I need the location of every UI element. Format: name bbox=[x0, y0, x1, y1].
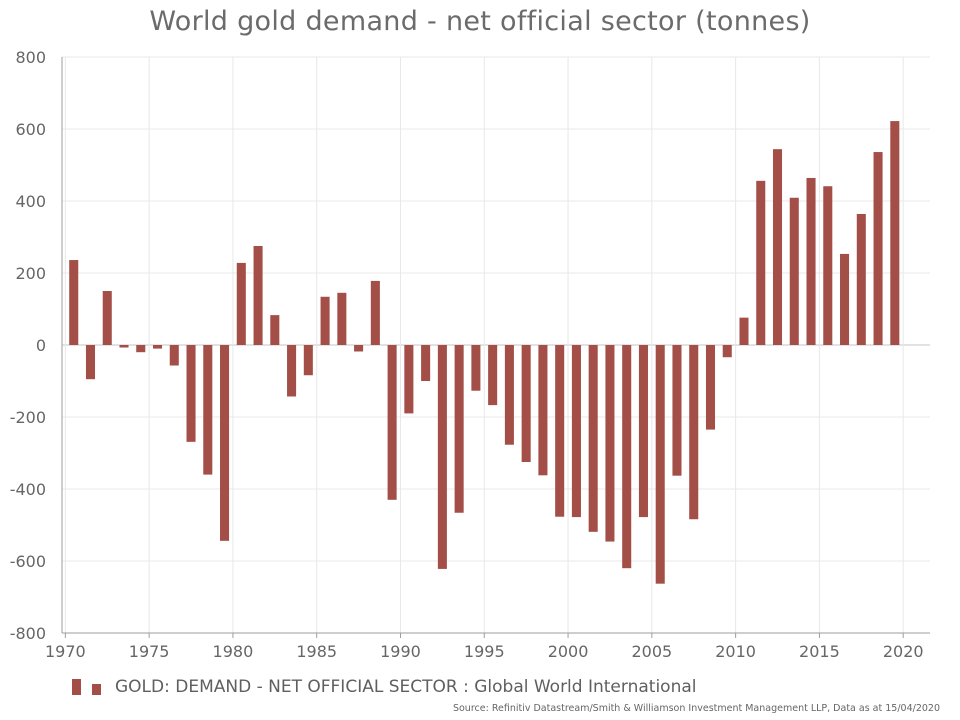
bar-1995 bbox=[488, 345, 498, 406]
bar-1994 bbox=[471, 345, 481, 391]
y-tick-label: 400 bbox=[15, 192, 46, 211]
bar-2009 bbox=[722, 345, 732, 358]
x-tick-label: 1970 bbox=[45, 642, 86, 661]
bar-1976 bbox=[169, 345, 179, 366]
bar-1998 bbox=[538, 345, 548, 476]
bar-1996 bbox=[504, 345, 514, 445]
y-tick-label: -400 bbox=[10, 480, 46, 499]
legend-swatch-small bbox=[92, 684, 101, 695]
bar-1979 bbox=[220, 345, 230, 541]
bar-1987 bbox=[354, 345, 364, 352]
bar-2015 bbox=[823, 186, 833, 345]
bar-2001 bbox=[588, 345, 598, 532]
bar-2006 bbox=[672, 345, 682, 476]
bar-2012 bbox=[772, 149, 783, 345]
y-tick-label: -600 bbox=[10, 552, 46, 571]
x-tick-label: 2000 bbox=[548, 642, 589, 661]
bar-1991 bbox=[421, 345, 431, 381]
x-tick-label: 2015 bbox=[799, 642, 840, 661]
x-tick-label: 2020 bbox=[883, 642, 924, 661]
bar-2019 bbox=[890, 121, 900, 345]
bar-2002 bbox=[605, 345, 615, 542]
bar-2007 bbox=[689, 345, 699, 520]
bar-1972 bbox=[102, 291, 112, 345]
bar-2004 bbox=[638, 345, 648, 518]
legend-swatch-large bbox=[72, 679, 81, 695]
bar-2011 bbox=[756, 180, 766, 345]
y-tick-label: -800 bbox=[10, 624, 46, 643]
x-tick-label: 1975 bbox=[129, 642, 170, 661]
bar-1990 bbox=[404, 345, 414, 414]
x-axis-tick-labels: 1970 1975 1980 1985 1990 1995 2000 2005 2010 2015… bbox=[45, 642, 924, 661]
bar-2017 bbox=[856, 213, 866, 345]
bar-2005 bbox=[655, 345, 665, 584]
legend: GOLD: DEMAND - NET OFFICIAL SECTOR : Glo… bbox=[72, 676, 696, 698]
y-tick-label: 200 bbox=[15, 264, 46, 283]
bar-2010 bbox=[739, 317, 749, 345]
bar-2016 bbox=[840, 253, 850, 345]
bar-1982 bbox=[270, 315, 280, 345]
y-tick-label: 0 bbox=[36, 336, 46, 355]
bar-1970 bbox=[69, 260, 79, 345]
y-tick-label: 800 bbox=[15, 48, 46, 67]
bar-2008 bbox=[705, 345, 716, 430]
bar-1983 bbox=[287, 345, 297, 397]
bar-1978 bbox=[203, 345, 213, 475]
bar-series bbox=[69, 121, 900, 584]
bar-2018 bbox=[873, 152, 883, 345]
x-tick-label: 2010 bbox=[715, 642, 756, 661]
bar-1985 bbox=[320, 296, 330, 345]
source-note: Source: Refinitiv Datastream/Smith & Wil… bbox=[452, 703, 940, 714]
bar-1999 bbox=[555, 345, 565, 517]
chart-title: World gold demand - net official sector … bbox=[149, 6, 811, 37]
x-tick-label: 2005 bbox=[631, 642, 672, 661]
axes bbox=[61, 57, 930, 638]
y-tick-label: 600 bbox=[15, 120, 46, 139]
bar-1997 bbox=[521, 345, 531, 462]
x-tick-label: 1990 bbox=[380, 642, 421, 661]
bar-1984 bbox=[303, 345, 313, 376]
x-tick-label: 1995 bbox=[464, 642, 505, 661]
bar-1974 bbox=[136, 345, 146, 353]
bar-1975 bbox=[152, 345, 163, 349]
bar-1971 bbox=[85, 345, 96, 380]
y-axis-tick-labels: -800 -600 -400 -200 0 200 400 600 800 bbox=[10, 48, 46, 643]
bar-1989 bbox=[387, 345, 397, 500]
x-tick-label: 1980 bbox=[213, 642, 254, 661]
bar-1980 bbox=[236, 262, 246, 345]
bar-2000 bbox=[571, 345, 581, 518]
y-tick-label: -200 bbox=[10, 408, 46, 427]
bar-1973 bbox=[119, 345, 129, 348]
bar-1981 bbox=[253, 246, 263, 345]
bar-2014 bbox=[806, 177, 816, 345]
bar-1988 bbox=[370, 280, 380, 345]
legend-label: GOLD: DEMAND - NET OFFICIAL SECTOR : Glo… bbox=[115, 677, 697, 697]
bar-2003 bbox=[622, 345, 632, 569]
bar-1993 bbox=[454, 345, 464, 513]
bar-2013 bbox=[789, 197, 799, 345]
bar-1992 bbox=[437, 345, 447, 569]
x-tick-label: 1985 bbox=[296, 642, 337, 661]
bar-1986 bbox=[337, 292, 347, 345]
bar-1977 bbox=[186, 345, 196, 442]
